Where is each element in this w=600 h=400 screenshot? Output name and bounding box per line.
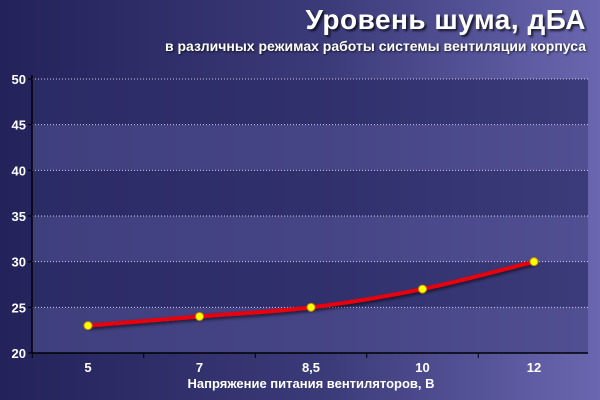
data-point [195, 311, 204, 321]
x-tick-label: 8,5 [302, 360, 320, 375]
y-tick-label: 50 [12, 72, 26, 87]
x-axis-ticks: 5 7 8,5 10 12 [31, 353, 541, 375]
plot-band [32, 170, 588, 216]
axes [31, 75, 588, 354]
data-point [529, 257, 539, 267]
y-tick-label: 35 [12, 209, 26, 224]
y-tick-label: 25 [12, 300, 26, 315]
y-axis-ticks: 20 25 30 35 40 45 50 [12, 72, 32, 361]
y-tick-label: 40 [12, 163, 26, 178]
y-tick-label: 20 [12, 346, 26, 361]
plot-band [32, 79, 588, 125]
x-tick-label: 7 [196, 360, 203, 375]
plot-band [32, 124, 588, 171]
x-tick-label: 12 [527, 360, 541, 375]
plot-background-bands [32, 79, 588, 353]
y-tick-label: 45 [12, 118, 26, 133]
data-point [83, 321, 93, 331]
chart-title: Уровень шума, дБА [305, 4, 586, 35]
data-point [306, 302, 316, 312]
y-tick-label: 30 [12, 255, 26, 270]
data-point [418, 284, 427, 294]
plot-band [32, 216, 588, 262]
plot-band [32, 307, 588, 353]
series-layer [83, 257, 539, 331]
x-tick-label: 5 [84, 360, 91, 375]
x-tick-label: 10 [415, 360, 429, 375]
chart-subtitle: в различных режимах работы системы венти… [164, 38, 586, 54]
plot-band [32, 261, 588, 308]
x-axis-label: Напряжение питания вентиляторов, В [188, 376, 435, 391]
